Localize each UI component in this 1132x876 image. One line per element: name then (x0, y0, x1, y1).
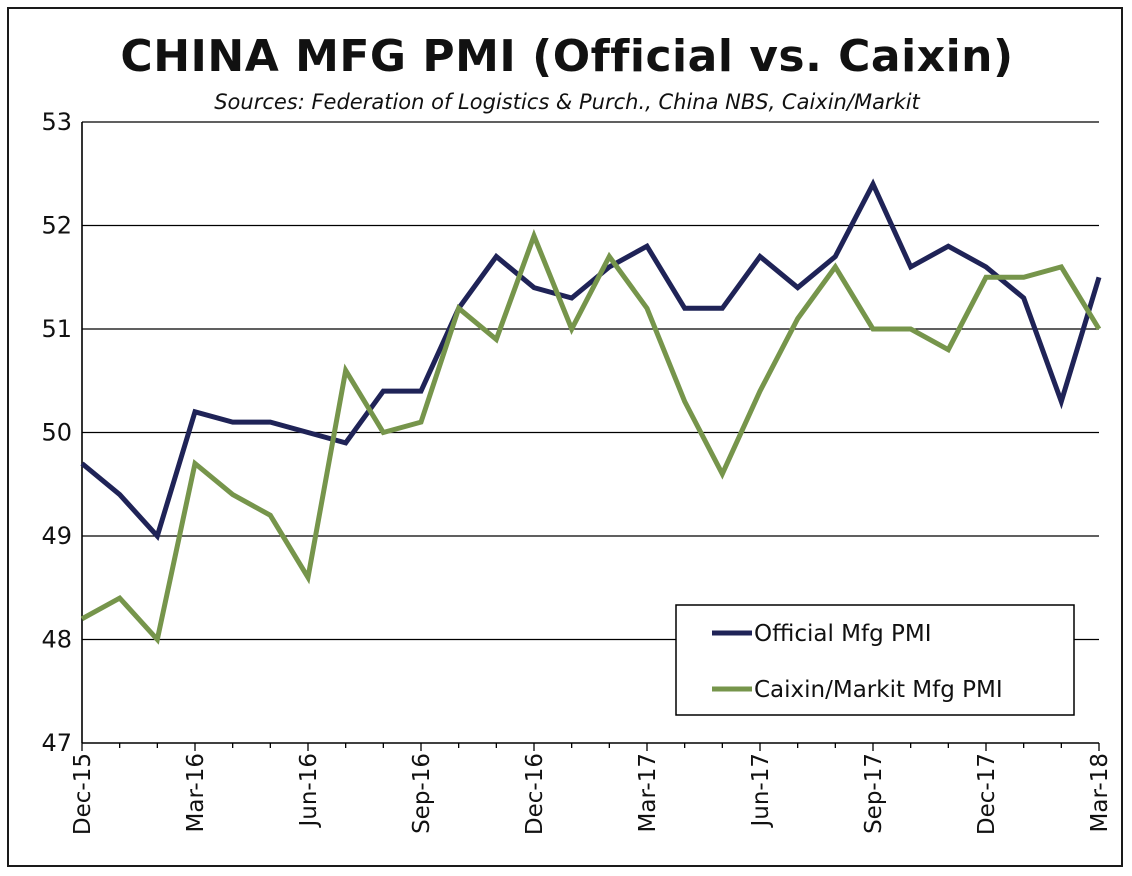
x-tick-label: Sep-17 (861, 753, 887, 834)
y-tick-label: 51 (41, 315, 72, 343)
x-tick-label: Dec-17 (974, 753, 1000, 835)
chart-frame: CHINA MFG PMI (Official vs. Caixin) Sour… (7, 7, 1123, 867)
x-tick-label: Mar-18 (1087, 753, 1113, 833)
y-tick-label: 48 (41, 626, 72, 654)
x-tick-label: Sep-16 (409, 753, 435, 834)
legend-label: Official Mfg PMI (754, 621, 932, 647)
y-tick-label: 53 (41, 108, 72, 136)
chart-subtitle: Sources: Federation of Logistics & Purch… (214, 90, 920, 114)
legend-box (675, 604, 1075, 716)
x-tick-label: Mar-17 (635, 753, 661, 833)
series-line-official (80, 178, 1102, 541)
x-tick-label: Dec-16 (522, 753, 548, 835)
x-tick-label: Jun-16 (296, 753, 322, 829)
x-tick-label: Mar-16 (183, 753, 209, 833)
y-tick-label: 47 (41, 729, 72, 757)
y-tick-label: 49 (41, 522, 72, 550)
x-tick-label: Dec-15 (70, 753, 96, 835)
y-tick-label: 52 (41, 212, 72, 240)
chart-title: CHINA MFG PMI (Official vs. Caixin) (120, 31, 1014, 82)
series-line-caixin (80, 228, 1102, 645)
y-tick-label: 50 (41, 419, 72, 447)
legend-label: Caixin/Markit Mfg PMI (754, 677, 1003, 703)
x-tick-label: Jun-17 (748, 753, 774, 829)
